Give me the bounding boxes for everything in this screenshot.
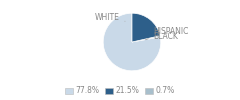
Text: WHITE: WHITE xyxy=(95,13,125,22)
Text: HISPANIC: HISPANIC xyxy=(146,27,189,40)
Text: BLACK: BLACK xyxy=(154,32,179,41)
Wedge shape xyxy=(103,13,161,71)
Legend: 77.8%, 21.5%, 0.7%: 77.8%, 21.5%, 0.7% xyxy=(64,86,176,96)
Wedge shape xyxy=(132,13,160,42)
Wedge shape xyxy=(132,36,160,42)
